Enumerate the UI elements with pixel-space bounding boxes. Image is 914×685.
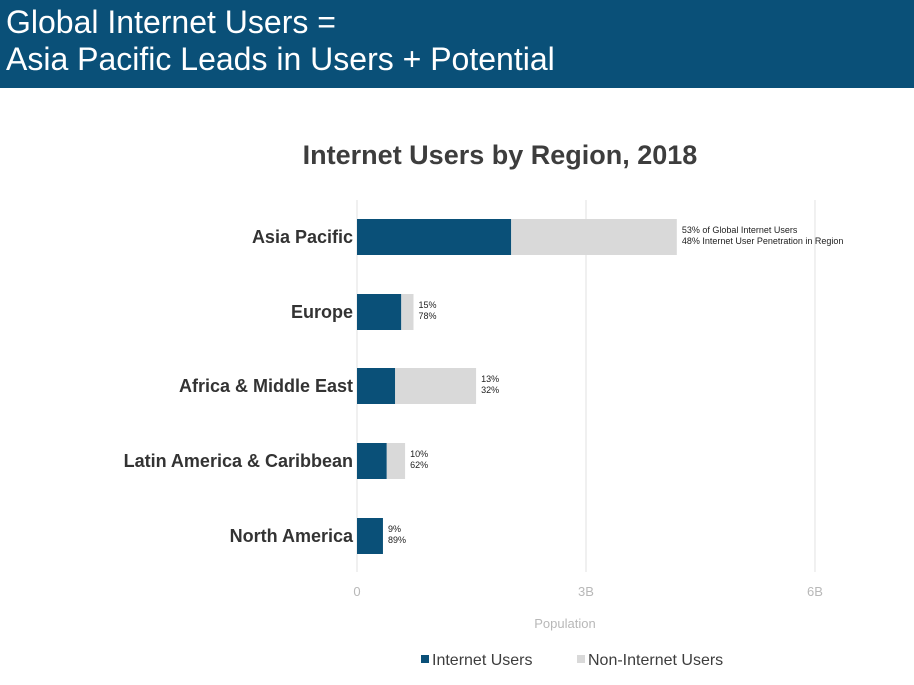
- data-label-3-0: 10%: [410, 449, 428, 459]
- bar-non-internet-users-0: [511, 219, 677, 255]
- data-label-1-0: 15%: [418, 300, 436, 310]
- data-label-2-1: 32%: [481, 385, 499, 395]
- data-label-1-1: 78%: [418, 311, 436, 321]
- bar-internet-users-4: [357, 518, 383, 554]
- legend-label-internet-users: Internet Users: [432, 652, 532, 669]
- chart-title: Internet Users by Region, 2018: [302, 140, 698, 170]
- slide-title-line-1: Global Internet Users =: [6, 4, 336, 40]
- bar-internet-users-3: [357, 443, 387, 479]
- x-tick-label-2: 6B: [807, 584, 823, 599]
- data-label-0-0: 53% of Global Internet Users: [682, 225, 798, 235]
- legend-label-non-internet-users: Non-Internet Users: [588, 652, 723, 669]
- category-label-3: Latin America & Caribbean: [124, 451, 353, 471]
- data-label-4-0: 9%: [388, 524, 401, 534]
- bar-internet-users-1: [357, 294, 402, 330]
- data-label-0-1: 48% Internet User Penetration in Region: [682, 236, 844, 246]
- bar-internet-users-2: [357, 368, 396, 404]
- x-axis-title: Population: [534, 616, 595, 631]
- bar-non-internet-users-3: [386, 443, 406, 479]
- data-label-3-1: 62%: [410, 460, 428, 470]
- data-label-4-1: 89%: [388, 535, 406, 545]
- x-tick-label-1: 3B: [578, 584, 594, 599]
- slide-title-line-2: Asia Pacific Leads in Users + Potential: [6, 41, 555, 77]
- category-label-2: Africa & Middle East: [179, 376, 353, 396]
- slide-header: Global Internet Users = Asia Pacific Lea…: [0, 0, 914, 88]
- category-label-0: Asia Pacific: [252, 227, 353, 247]
- bar-internet-users-0: [357, 219, 512, 255]
- legend-swatch-non-internet-users: [577, 655, 585, 663]
- category-label-4: North America: [230, 526, 354, 546]
- bar-non-internet-users-2: [395, 368, 477, 404]
- bar-non-internet-users-1: [401, 294, 414, 330]
- legend-swatch-internet-users: [421, 655, 429, 663]
- data-label-2-0: 13%: [481, 374, 499, 384]
- x-tick-label-0: 0: [353, 584, 360, 599]
- category-label-1: Europe: [291, 302, 353, 322]
